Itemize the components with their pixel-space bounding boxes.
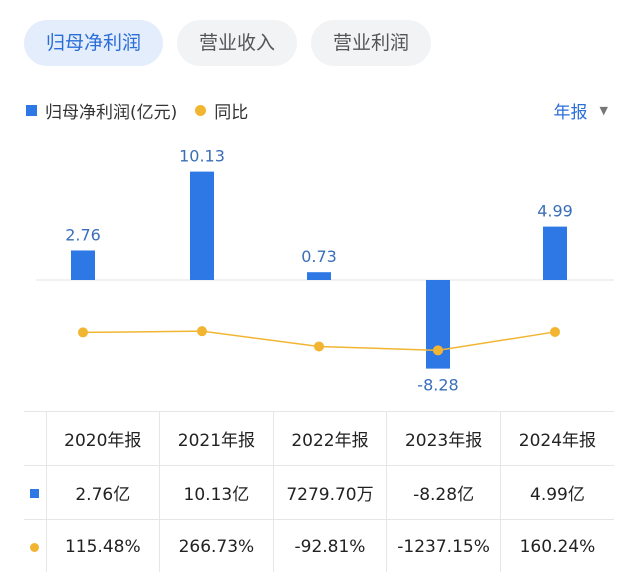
bar-value-label: -8.28 [417, 376, 458, 395]
period-selector[interactable]: 年报 ▼ [554, 98, 608, 123]
dot-swatch-icon [30, 542, 40, 552]
yoy-point [550, 326, 560, 337]
tab-net-profit[interactable]: 归母净利润 [24, 20, 164, 66]
bar-value-label: 0.73 [301, 247, 337, 266]
chart-legend: 归母净利润(亿元) 同比 [26, 98, 248, 123]
yoy-point [78, 327, 88, 338]
profit-bar [307, 272, 331, 280]
chart: 2.76 10.13 0.73 -8.28 4.99 [36, 147, 614, 395]
profit-cell: -8.28亿 [386, 465, 501, 520]
table-row-yoy: 115.48% 266.73% -92.81% -1237.15% 160.24… [24, 519, 614, 572]
period-label: 年报 [553, 103, 588, 123]
yoy-point [314, 341, 324, 352]
yoy-cell: 160.24% [499, 519, 614, 572]
header-cell: 2023年报 [386, 411, 501, 466]
bar-legend-label: 归母净利润(亿元) [45, 103, 178, 123]
bar-legend-swatch [26, 105, 37, 116]
profit-marker [24, 465, 47, 520]
line-legend-swatch [195, 105, 207, 116]
bar-value-label: 10.13 [179, 147, 225, 166]
profit-bar [543, 226, 567, 280]
bar-swatch-icon [30, 488, 40, 498]
header-cell: 2021年报 [159, 411, 274, 466]
header-cell: 2020年报 [45, 411, 161, 466]
yoy-point [197, 326, 207, 337]
header-corner [24, 411, 47, 466]
line-legend-label: 同比 [214, 103, 249, 123]
profit-bar [190, 171, 214, 280]
tab-operating-profit[interactable]: 营业利润 [311, 20, 432, 66]
yoy-marker [24, 519, 47, 572]
tab-revenue[interactable]: 营业收入 [177, 20, 298, 66]
table-header-row: 2020年报 2021年报 2022年报 2023年报 2024年报 [24, 411, 614, 466]
profit-cell: 10.13亿 [159, 465, 274, 520]
caret-down-icon: ▼ [599, 104, 608, 117]
yoy-cell: -1237.15% [386, 519, 501, 572]
profit-cell: 7279.70万 [272, 465, 388, 520]
profit-bar [71, 250, 95, 280]
data-table: 2020年报 2021年报 2022年报 2023年报 2024年报 2.76亿… [24, 411, 614, 572]
header-cell: 2022年报 [272, 411, 388, 466]
yoy-cell: -92.81% [272, 519, 388, 572]
profit-cell: 2.76亿 [45, 465, 161, 520]
header-cell: 2024年报 [499, 411, 614, 466]
table-row-profit: 2.76亿 10.13亿 7279.70万 -8.28亿 4.99亿 [24, 465, 614, 520]
tab-bar: 归母净利润 营业收入 营业利润 [24, 20, 432, 66]
yoy-cell: 266.73% [159, 519, 274, 572]
yoy-cell: 115.48% [45, 519, 161, 572]
yoy-point [433, 345, 443, 356]
bar-value-label: 4.99 [537, 202, 573, 221]
profit-cell: 4.99亿 [499, 465, 614, 520]
bar-value-label: 2.76 [65, 225, 101, 244]
